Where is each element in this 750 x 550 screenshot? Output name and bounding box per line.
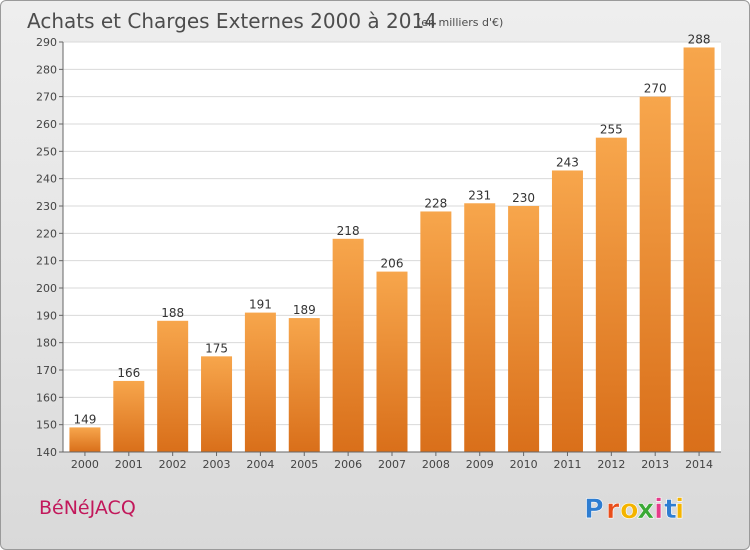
bar-value-label: 206: [381, 257, 404, 271]
bars: [69, 47, 715, 453]
bar-value-label: 166: [117, 366, 140, 380]
bar-value-label: 255: [600, 123, 623, 137]
bar-value-label: 188: [161, 306, 184, 320]
bar-value-label: 175: [205, 341, 228, 355]
y-tick-label: 270: [36, 91, 57, 104]
bar-value-labels: 149 166 188 175 191 189 218 206 228 231 230 243 255 2…: [73, 32, 710, 426]
bar-2014: [683, 47, 715, 452]
bar-2007: [376, 271, 408, 452]
x-tick-label: 2003: [203, 458, 231, 471]
x-tick-label: 2007: [378, 458, 406, 471]
y-tick-label: 250: [36, 145, 57, 158]
x-tick-label: 2006: [334, 458, 362, 471]
bar-2012: [595, 137, 627, 452]
bar-2006: [332, 238, 364, 452]
bar-value-label: 288: [688, 32, 711, 46]
bar-2008: [420, 211, 452, 452]
x-tick-label: 2001: [115, 458, 143, 471]
x-tick-label: 2004: [246, 458, 274, 471]
y-tick-label: 240: [36, 173, 57, 186]
y-tick-label: 190: [36, 309, 57, 322]
y-tick-label: 180: [36, 337, 57, 350]
logo-letter: P: [584, 494, 604, 525]
bar-2005: [288, 318, 320, 452]
bar-value-label: 149: [73, 412, 96, 426]
x-tick-label: 2008: [422, 458, 450, 471]
y-axis-tick-labels: 140 150 160 170 180 190 200 210 220 230 240 250 260 2…: [36, 36, 63, 459]
bar-value-label: 231: [468, 188, 491, 202]
bar-2009: [464, 203, 496, 452]
bar-value-label: 228: [424, 196, 447, 210]
bar-2001: [113, 380, 145, 452]
bar-2011: [551, 170, 583, 452]
chart-title: Achats et Charges Externes 2000 à 2014: [27, 9, 437, 33]
y-tick-label: 290: [36, 36, 57, 49]
y-tick-label: 230: [36, 200, 57, 213]
y-tick-label: 260: [36, 118, 57, 131]
x-axis-tick-labels: 2000 2001 2002 2003 2004 2005 2006 2007 2008 2009…: [71, 452, 713, 471]
x-tick-label: 2010: [510, 458, 538, 471]
y-tick-label: 220: [36, 227, 57, 240]
x-tick-label: 2014: [685, 458, 713, 471]
bar-2003: [201, 356, 233, 452]
x-tick-label: 2012: [597, 458, 625, 471]
bar-2000: [69, 427, 101, 452]
x-tick-label: 2002: [159, 458, 187, 471]
bar-value-label: 218: [337, 224, 360, 238]
x-tick-label: 2000: [71, 458, 99, 471]
chart-subtitle: (en milliers d'€): [417, 16, 503, 29]
bar-2010: [508, 206, 540, 452]
bar-value-label: 191: [249, 298, 272, 312]
bar-2013: [639, 96, 671, 453]
x-tick-label: 2013: [641, 458, 669, 471]
logo-letter: o: [620, 494, 639, 525]
bar-2002: [157, 320, 189, 452]
y-tick-label: 280: [36, 63, 57, 76]
bar-value-label: 230: [512, 191, 535, 205]
x-tick-label: 2011: [553, 458, 581, 471]
x-tick-label: 2005: [290, 458, 318, 471]
logo-letter: t: [664, 494, 677, 525]
y-tick-label: 210: [36, 255, 57, 268]
commune-name: BéNéJACQ: [39, 497, 136, 519]
logo-letter: i: [675, 494, 684, 525]
logo-letter: i: [654, 494, 663, 525]
bar-2004: [244, 312, 276, 452]
y-tick-label: 150: [36, 419, 57, 432]
y-tick-label: 200: [36, 282, 57, 295]
logo-letter: x: [637, 494, 654, 525]
bar-value-label: 243: [556, 155, 579, 169]
y-tick-label: 140: [36, 446, 57, 459]
logo-letter: r: [606, 494, 620, 525]
y-tick-label: 160: [36, 391, 57, 404]
y-tick-label: 170: [36, 364, 57, 377]
bar-value-label: 189: [293, 303, 316, 317]
bar-value-label: 270: [644, 82, 667, 96]
x-tick-label: 2009: [466, 458, 494, 471]
